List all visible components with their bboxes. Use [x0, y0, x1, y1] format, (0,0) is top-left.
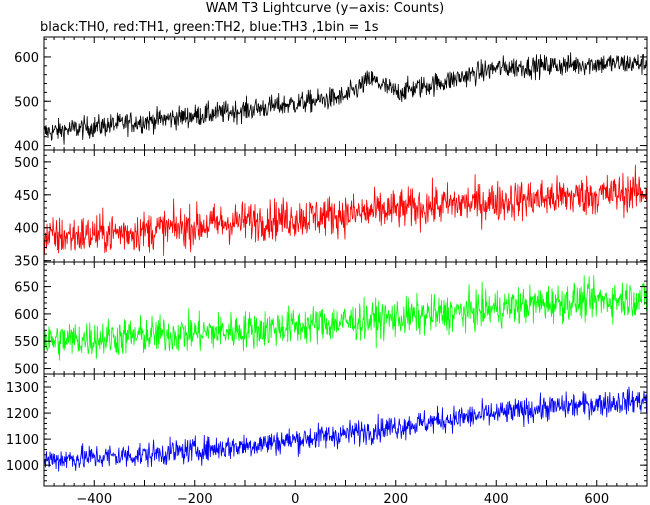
y-tick-label: 450 [14, 189, 39, 204]
y-tick-label: 550 [14, 335, 39, 350]
series-line-TH3 [44, 386, 647, 472]
x-tick-label: 0 [291, 492, 299, 505]
x-tick-label: −200 [177, 492, 213, 505]
y-tick-label: 1000 [6, 459, 39, 474]
y-tick-label: 500 [14, 156, 39, 171]
panel-frame [43, 373, 648, 487]
chart-title: WAM T3 Lightcurve (y−axis: Counts) [205, 1, 445, 16]
y-tick-label: 350 [14, 255, 39, 270]
series-line-TH2 [44, 275, 647, 361]
x-tick-label: 600 [584, 492, 609, 505]
x-tick-label: 400 [484, 492, 509, 505]
series-line-TH0 [44, 52, 647, 145]
y-tick-label: 1200 [6, 407, 39, 422]
y-tick-label: 650 [14, 281, 39, 296]
y-tick-label: 400 [14, 222, 39, 237]
panel-frame [43, 36, 648, 151]
y-tick-label: 1300 [6, 381, 39, 396]
y-tick-label: 400 [14, 140, 39, 155]
y-tick-label: 600 [14, 51, 39, 66]
y-tick-label: 500 [14, 363, 39, 378]
x-tick-label: 200 [383, 492, 408, 505]
series-line-TH1 [44, 164, 647, 256]
x-tick-label: −400 [76, 492, 112, 505]
y-tick-label: 1100 [6, 433, 39, 448]
y-tick-label: 600 [14, 308, 39, 323]
y-tick-label: 500 [14, 95, 39, 110]
chart-subtitle: black:TH0, red:TH1, green:TH2, blue:TH3 … [40, 20, 379, 35]
